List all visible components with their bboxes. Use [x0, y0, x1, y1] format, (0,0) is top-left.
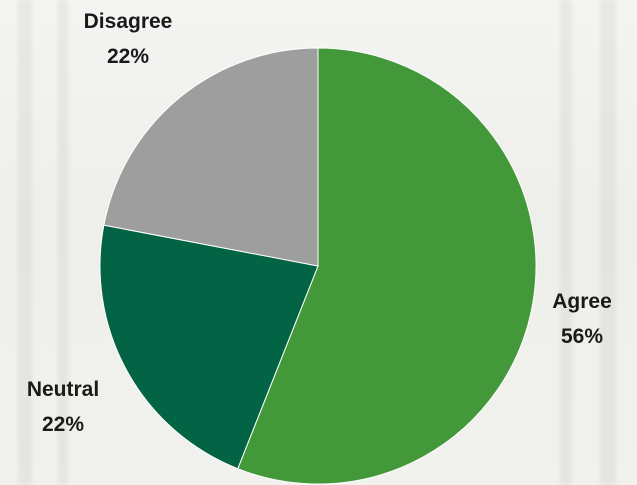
pie-slice-agree [237, 47, 537, 485]
pie-slice-neutral [99, 224, 319, 470]
slice-label-agree-value: 56% [560, 325, 604, 348]
slice-label-disagree-name: Disagree [83, 10, 173, 33]
slice-label-neutral: Neutral 22% [8, 372, 118, 442]
slice-label-neutral-value: 22% [41, 413, 85, 436]
slice-label-agree-name: Agree [552, 290, 612, 313]
slice-label-disagree-value: 22% [106, 45, 150, 68]
pie-slice-disagree [103, 47, 319, 267]
slices-group [99, 47, 537, 485]
slice-label-neutral-name: Neutral [26, 378, 100, 401]
slice-label-agree: Agree 56% [548, 284, 616, 354]
slice-label-disagree: Disagree 22% [62, 4, 194, 74]
